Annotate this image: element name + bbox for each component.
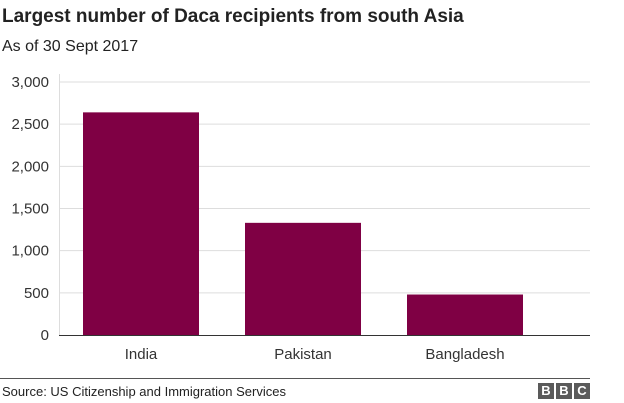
bbc-logo-letter: C (574, 383, 590, 399)
source-divider (0, 378, 590, 379)
bbc-logo: B B C (538, 383, 590, 399)
x-tick-label: Bangladesh (425, 346, 504, 363)
chart-title: Largest number of Daca recipients from s… (2, 6, 464, 27)
y-tick-label: 500 (24, 285, 49, 302)
bar-pakistan (245, 222, 361, 335)
y-tick-label: 0 (41, 327, 49, 344)
chart-subtitle: As of 30 Sept 2017 (2, 38, 139, 55)
y-tick-label: 1,000 (11, 243, 49, 260)
bar-chart: 0 500 1,000 1,500 2,000 2,500 3,000 India Pakist… (11, 74, 590, 363)
source-note: Source: US Citizenship and Immigration S… (2, 384, 286, 399)
bar-india (83, 112, 199, 335)
bbc-logo-letter: B (538, 383, 554, 399)
x-tick-label: Pakistan (274, 346, 332, 363)
bar-bangladesh (407, 294, 523, 335)
y-tick-label: 3,000 (11, 74, 49, 91)
y-tick-label: 1,500 (11, 201, 49, 218)
y-tick-label: 2,500 (11, 116, 49, 133)
x-tick-label: India (125, 346, 158, 363)
bbc-logo-letter: B (556, 383, 572, 399)
y-tick-label: 2,000 (11, 158, 49, 175)
